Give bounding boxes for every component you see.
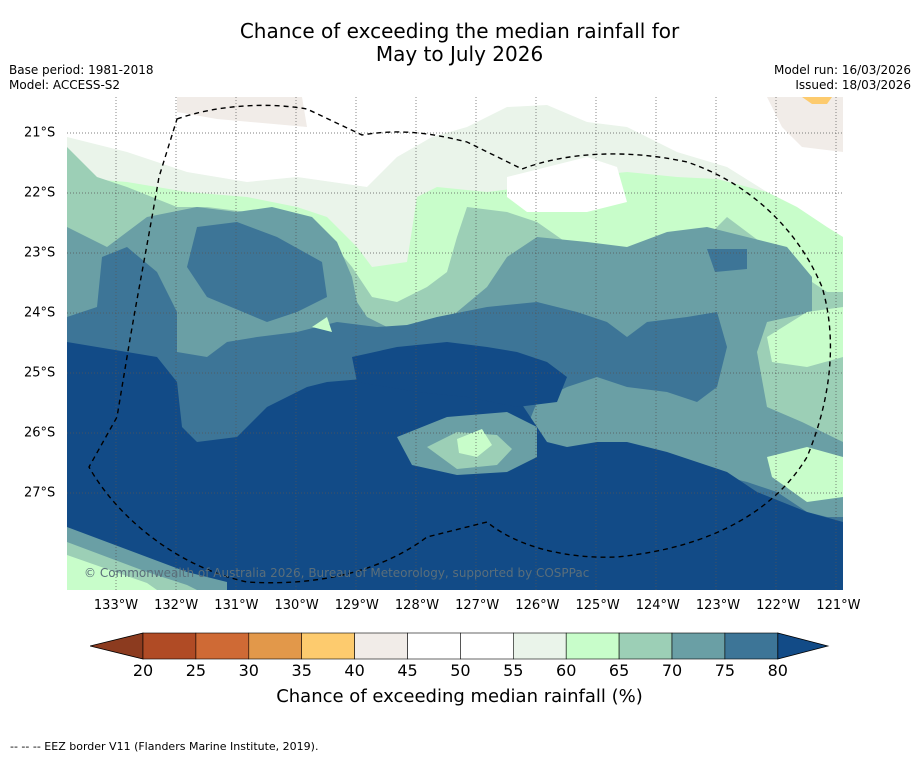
colorbar-tick-label: 25: [185, 661, 207, 680]
x-tick-label: 128°W: [394, 598, 440, 613]
graticule: [67, 97, 843, 590]
x-tick-label: 121°W: [816, 598, 861, 613]
model-name: Model: ACCESS-S2: [9, 78, 121, 92]
title-line-1: Chance of exceeding the median rainfall …: [239, 19, 680, 43]
x-tick-label: 124°W: [635, 598, 680, 613]
colorbar-tick-label: 35: [291, 661, 312, 680]
x-tick-label: 131°W: [214, 598, 259, 613]
colorbar-segment: [142, 632, 197, 660]
colorbar-tick-label: 60: [556, 661, 577, 680]
x-tick-label: 125°W: [575, 598, 620, 613]
x-tick-label: 133°W: [93, 598, 139, 613]
island-45-55: [507, 157, 627, 212]
y-tick-label: 26°S: [24, 425, 56, 441]
colorbar-segment: [512, 632, 567, 660]
x-tick-label: 130°W: [274, 598, 319, 613]
colorbar-segment: [724, 632, 779, 660]
colorbar-segment: [195, 632, 250, 660]
y-tick-label: 23°S: [24, 245, 56, 261]
colorbar-segment: [354, 632, 408, 660]
x-tick-label: 123°W: [695, 598, 741, 613]
x-tick-label: 122°W: [756, 598, 801, 613]
island-75-80-east: [707, 249, 747, 272]
band-40-45-top-right: [767, 97, 843, 152]
island-60-65: [457, 429, 492, 457]
x-tick-label: 126°W: [515, 598, 560, 613]
y-tick-label: 25°S: [24, 365, 56, 381]
y-tick-label: 22°S: [24, 185, 56, 201]
map-canvas: [67, 97, 843, 590]
footer-note: -- -- -- EEZ border V11 (Flanders Marine…: [10, 740, 319, 753]
title-line-2: May to July 2026: [375, 42, 544, 66]
rainfall-map: [67, 97, 843, 590]
colorbar-segment: [565, 632, 620, 660]
colorbar-tick-label: 40: [344, 661, 365, 680]
colorbar-extend-high: [777, 632, 830, 660]
colorbar-tick-label: 70: [661, 661, 683, 680]
copyright-notice: © Commonwealth of Australia 2026, Bureau…: [84, 566, 590, 580]
colorbar-label: Chance of exceeding median rainfall (%): [276, 686, 643, 707]
x-tick-label: 127°W: [455, 598, 500, 613]
colorbar-tick-label: 45: [397, 661, 418, 680]
colorbar-tick-label: 80: [767, 661, 788, 680]
island-75-80-west: [187, 222, 327, 322]
x-tick-label: 132°W: [154, 598, 199, 613]
colorbar-segment: [407, 632, 461, 660]
x-tick-label: 129°W: [334, 598, 379, 613]
band-40-45-top-left: [177, 97, 307, 127]
eez-border: [88, 104, 832, 584]
issued-date: Issued: 18/03/2026: [795, 78, 911, 92]
island-60-65-west: [312, 317, 332, 332]
y-tick-label: 21°S: [24, 125, 56, 141]
colorbar: [90, 632, 830, 660]
model-run: Model run: 16/03/2026: [773, 63, 911, 77]
colorbar-extend-low: [90, 632, 144, 660]
band-35-40-top-right: [802, 97, 832, 104]
colorbar-segment: [618, 632, 673, 660]
colorbar-segment: [301, 632, 355, 660]
strip-60-65-southwest: [67, 555, 157, 590]
island-60-65-east: [767, 307, 843, 367]
island-60-65-southeast: [767, 447, 843, 502]
colorbar-tick-label: 55: [503, 661, 524, 680]
base-period: Base period: 1981-2018: [9, 63, 154, 77]
colorbar-segment: [671, 632, 726, 660]
colorbar-tick-label: 30: [238, 661, 259, 680]
y-tick-label: 27°S: [24, 485, 56, 501]
band-above-80-inner: [352, 342, 567, 407]
colorbar-tick-label: 65: [608, 661, 630, 680]
y-tick-label: 24°S: [24, 305, 56, 321]
colorbar-tick-label: 20: [132, 661, 154, 680]
colorbar-tick-label: 75: [714, 661, 736, 680]
colorbar-tick-label: 50: [450, 661, 471, 680]
colorbar-segment: [248, 632, 303, 660]
colorbar-segment: [460, 632, 514, 660]
